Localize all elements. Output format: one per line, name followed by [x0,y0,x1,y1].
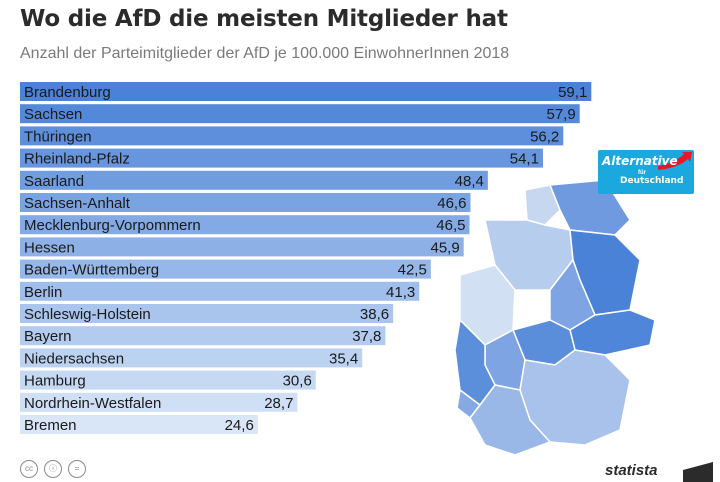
bar-7 [20,237,464,257]
bar-value-label: 41,3 [386,284,415,301]
bar-15 [20,415,258,434]
bar-9 [20,281,420,301]
bar-category-label: Hessen [24,239,75,256]
bar-category-label: Sachsen-Anhalt [24,195,131,212]
chart-subtitle: Anzahl der Parteimitglieder der AfD je 1… [20,45,510,62]
bar-value-label: 46,5 [436,217,465,234]
bar-value-label: 37,8 [352,328,381,345]
bar-category-label: Schleswig-Holstein [24,306,151,323]
bar-value-label: 30,6 [283,373,312,390]
bar-5 [20,193,471,212]
bar-category-label: Sachsen [24,106,82,123]
bar-6 [20,215,470,235]
bar-value-label: 59,1 [558,84,587,101]
statista-brand[interactable]: statista [605,462,658,479]
bar-category-label: Rheinland-Pfalz [24,151,130,168]
bar-8 [20,259,431,279]
bar-10 [20,304,394,323]
bar-13 [20,370,316,390]
bar-category-label: Hamburg [24,373,86,390]
map-baden-wuerttemberg [469,384,552,455]
bar-value-label: 24,6 [225,417,254,434]
bar-category-label: Bayern [24,328,72,345]
logo-line3: Deutschland [620,176,684,186]
bar-0 [20,82,592,101]
bar-value-label: 45,9 [430,239,459,256]
bar-category-label: Berlin [24,284,62,301]
bar-4 [20,170,488,190]
bar-category-label: Brandenburg [24,84,111,101]
bar-11 [20,326,386,346]
bar-category-label: Saarland [24,173,84,190]
bar-value-label: 35,4 [329,350,358,367]
bar-category-label: Bremen [24,417,77,434]
no-derivatives-icon[interactable]: = [68,460,86,478]
bar-category-label: Thüringen [24,128,92,145]
bar-value-label: 57,9 [546,106,575,123]
bar-category-label: Mecklenburg-Vorpommern [24,217,201,234]
attribution-icon[interactable]: ⓘ [44,460,62,478]
bar-12 [20,348,363,368]
afd-logo: Alternative für Deutschland [598,150,694,194]
bar-category-label: Baden-Württemberg [24,262,159,279]
cc-license-icon[interactable]: cc [20,460,38,478]
bar-value-label: 56,2 [530,128,559,145]
bar-2 [20,126,564,146]
bar-value-label: 38,6 [360,306,389,323]
bar-category-label: Niedersachsen [24,350,124,367]
logo-arrow-icon [658,152,692,170]
bar-3 [20,148,543,168]
bar-value-label: 48,4 [455,173,484,190]
logo-line1: Alternative [602,154,678,168]
bar-value-label: 54,1 [510,151,539,168]
bar-value-label: 46,6 [437,195,466,212]
chart-title: Wo die AfD die meisten Mitglieder hat [20,6,508,32]
map-schleswig-holstein [524,184,561,226]
logo-line2: für [638,170,646,176]
bar-value-label: 28,7 [264,395,293,412]
bar-1 [20,104,580,124]
bar-14 [20,392,298,412]
germany-map [455,180,656,455]
bar-category-label: Nordrhein-Westfalen [24,395,161,412]
bar-value-label: 42,5 [398,262,427,279]
